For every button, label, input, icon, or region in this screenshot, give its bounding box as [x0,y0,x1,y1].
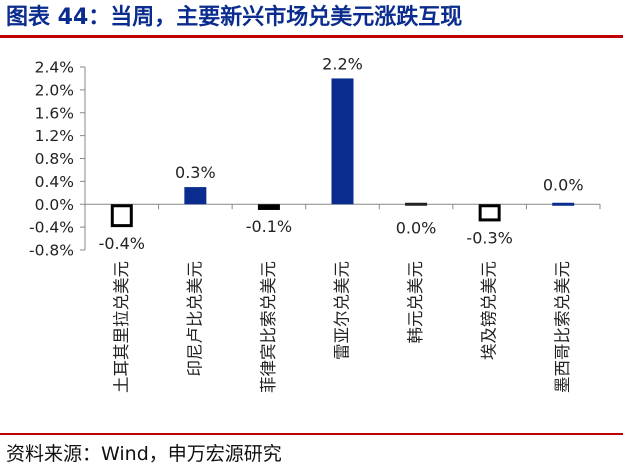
bar [552,202,575,206]
data-label: -0.3% [466,228,512,247]
data-label: 0.0% [543,175,584,194]
x-category-label: 韩元兑美元 [406,261,425,344]
source-note: 资料来源：Wind，申万宏源研究 [6,443,282,465]
y-tick-label: 2.4% [35,59,74,77]
title-divider [0,35,623,38]
x-category-label: 墨西哥比索兑美元 [553,261,572,393]
data-label: 2.2% [322,54,363,73]
bar [184,187,207,205]
x-category-label: 土耳其里拉兑美元 [112,261,131,393]
y-tick-label: 0.8% [35,150,74,168]
bar-chart: 2.4% 2.0% 1.6% 1.2% 0.8% 0.4% 0.0% -0.4% -0.8% -0… [29,54,601,393]
data-label: 0.0% [396,218,437,237]
y-tick-label: -0.4% [29,219,74,237]
bar [478,204,501,222]
y-tick-label: 0.0% [35,196,74,214]
y-tick-label: 2.0% [35,81,74,99]
y-tick-label: -0.8% [29,242,74,260]
chart-title: 图表 44：当周，主要新兴市场兑美元涨跌互现 [6,5,463,30]
y-tick-label: 1.6% [35,104,74,122]
bar [257,204,280,210]
x-category-label: 埃及镑兑美元 [480,261,499,360]
source-divider [0,433,623,435]
bar [110,204,133,228]
data-label: -0.1% [246,217,292,236]
x-category-label: 印尼卢比兑美元 [185,261,204,377]
bar [331,78,354,205]
data-label: 0.3% [175,163,216,182]
y-tick-label: 0.4% [35,173,74,191]
x-category-label: 雷亚尔兑美元 [333,261,352,360]
data-label: -0.4% [99,234,145,253]
x-category-label: 菲律宾比索兑美元 [259,261,278,393]
y-tick-label: 1.2% [35,127,74,145]
bar [405,202,428,206]
